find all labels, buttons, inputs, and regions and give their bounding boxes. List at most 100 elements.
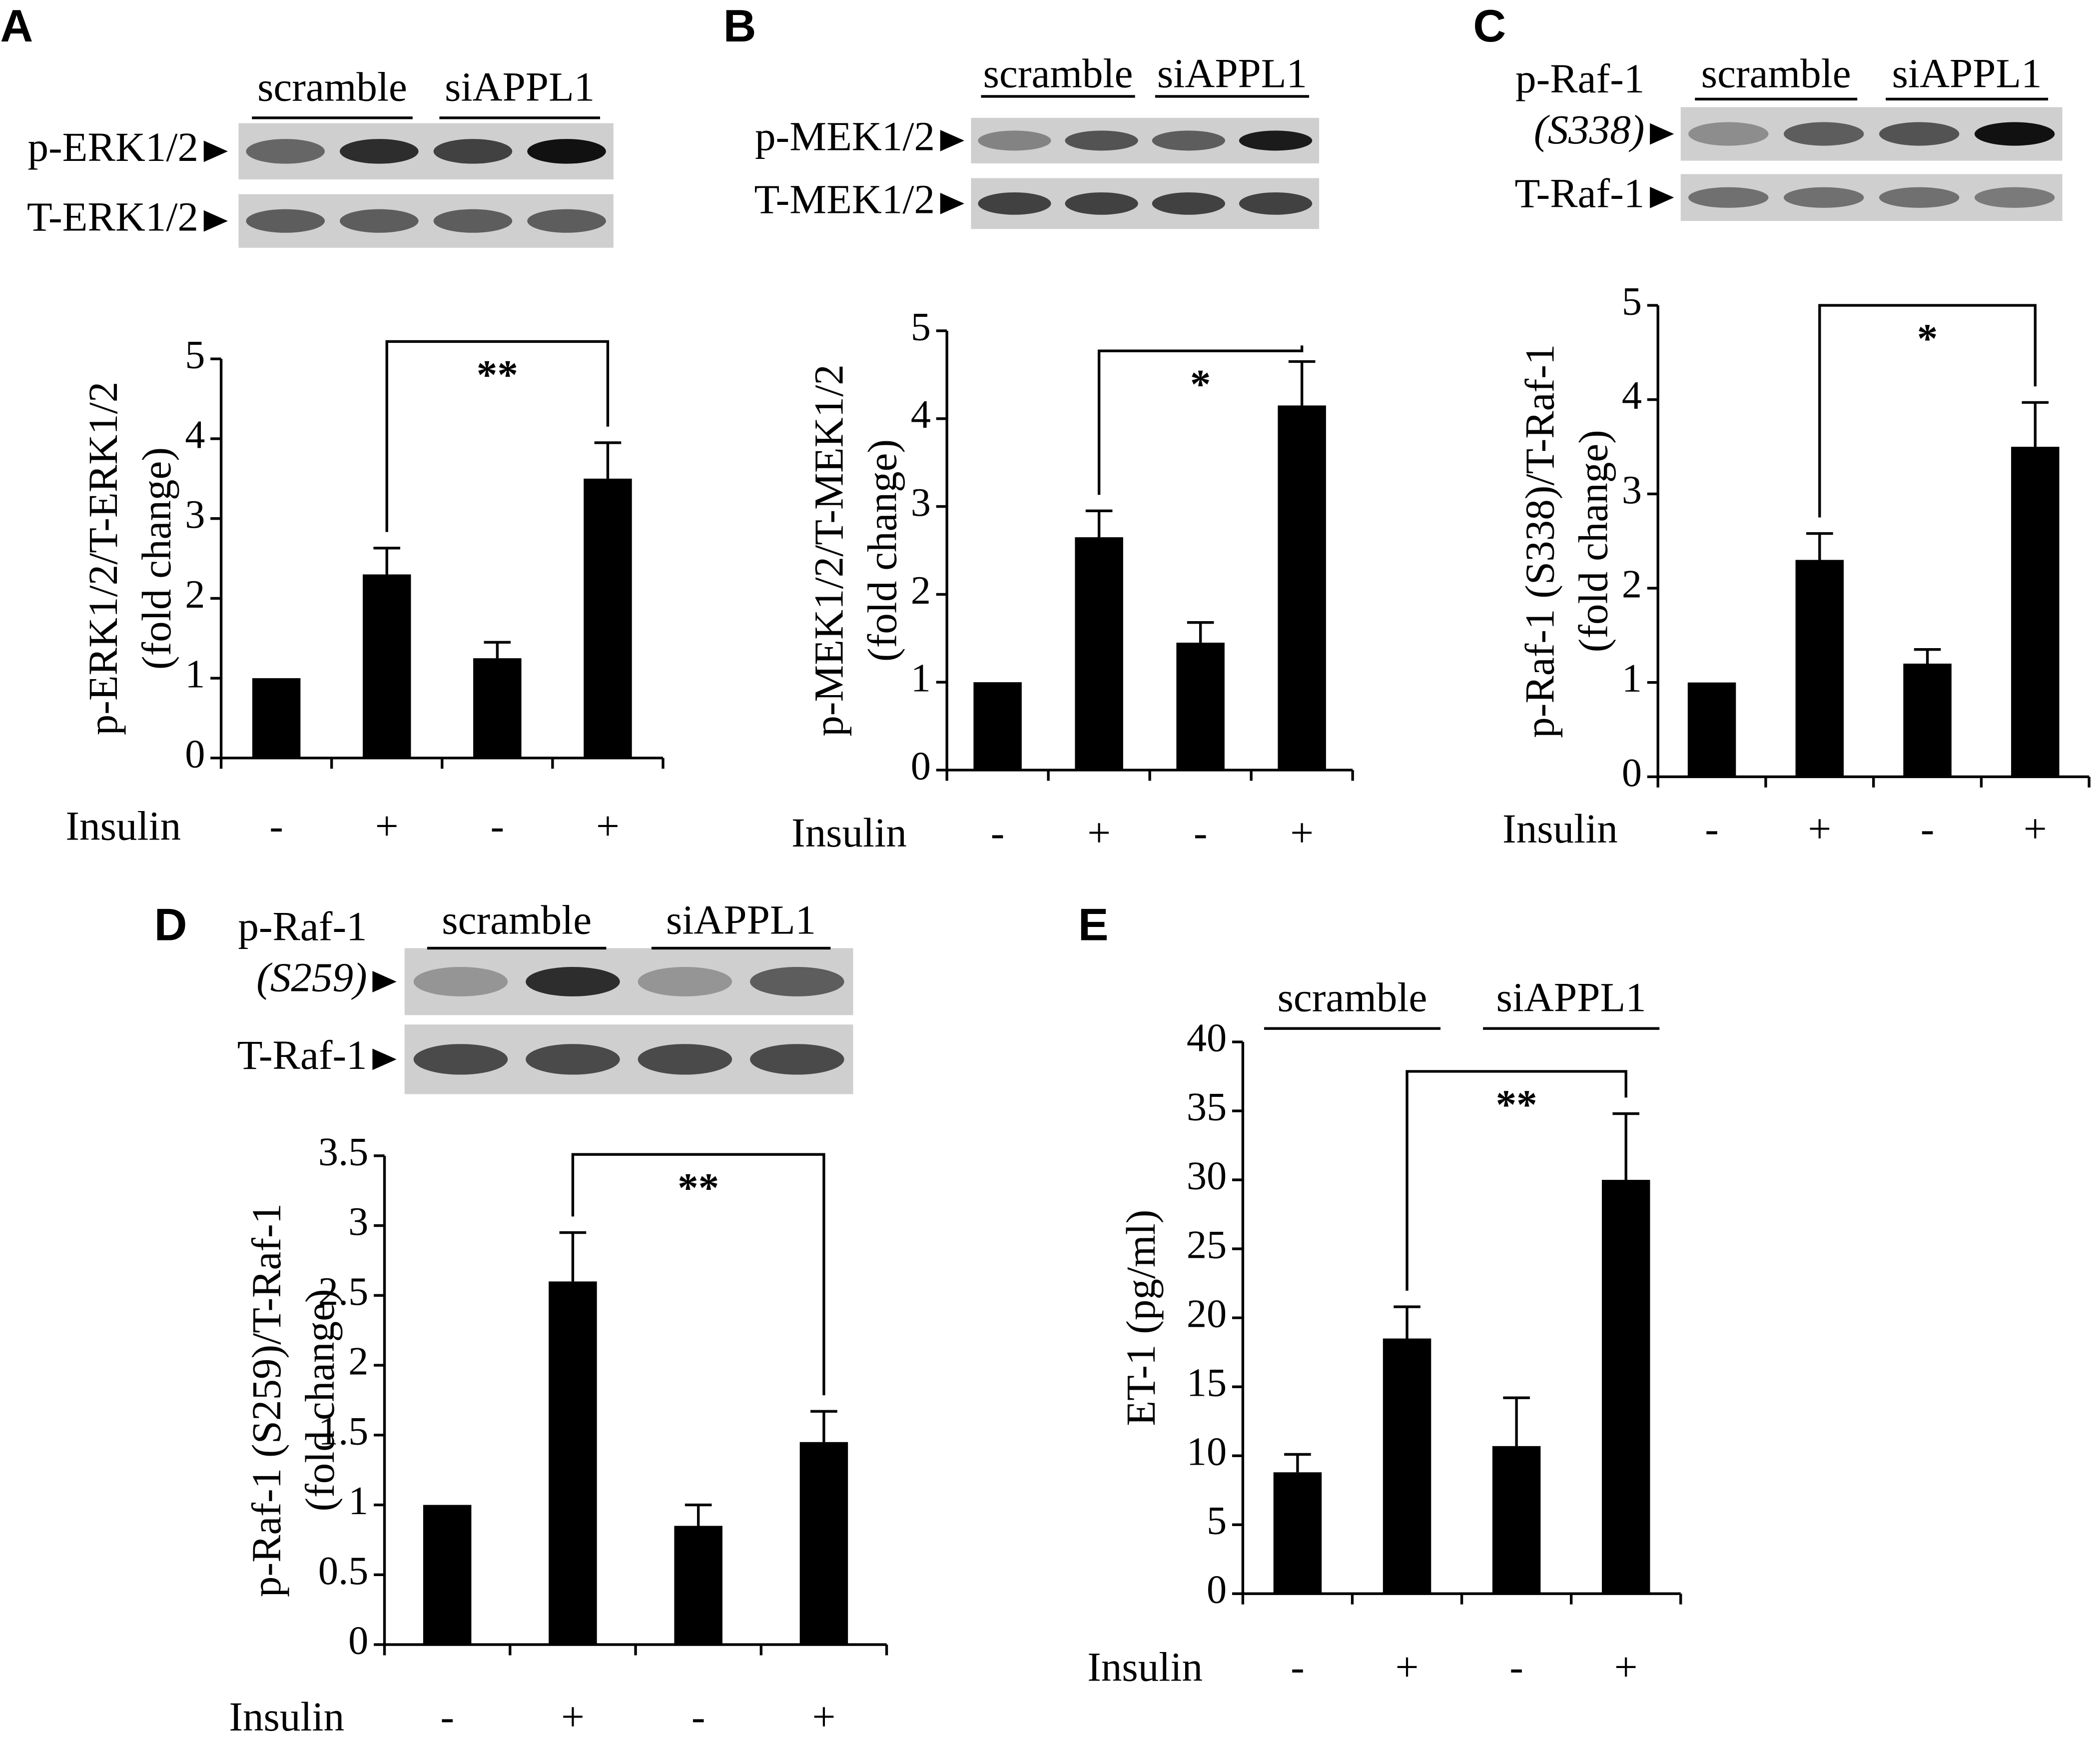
bar: [1383, 1338, 1431, 1594]
group-label: scramble: [442, 896, 592, 942]
x-tick-label: -: [1509, 1644, 1523, 1690]
blot-band: [1784, 122, 1864, 146]
y-axis-label: p-Raf-1 (S259)/T-Raf-1: [243, 1203, 289, 1597]
y-tick-label: 3.5: [318, 1129, 369, 1174]
blot-band: [246, 139, 325, 164]
y-tick-label: 0: [1207, 1568, 1227, 1612]
blot-band: [1152, 130, 1226, 151]
bar: [1903, 663, 1952, 777]
group-label: scramble: [1701, 50, 1851, 96]
y-tick-label: 10: [1187, 1430, 1227, 1474]
y-tick-label: 3: [1622, 468, 1642, 512]
blot-band: [1688, 187, 1769, 208]
y-tick-label: 1: [911, 656, 931, 701]
y-tick-label: 30: [1187, 1154, 1227, 1198]
blot-band: [1239, 130, 1313, 151]
y-axis-label: ET-1 (pg/ml): [1118, 1210, 1164, 1426]
row-arrow: [940, 192, 964, 214]
blot-band: [1688, 122, 1769, 146]
error-bar: [685, 1503, 712, 1526]
x-tick-label: -: [1705, 806, 1719, 852]
y-tick-label: 0: [185, 732, 205, 776]
blot-band: [340, 139, 419, 164]
group-label: siAPPL1: [1496, 974, 1646, 1020]
x-tick-label: +: [1614, 1644, 1638, 1690]
bar: [1601, 1180, 1650, 1594]
row-label: T-MEK1/2: [754, 176, 935, 222]
y-tick-label: 4: [185, 412, 205, 457]
row-label: T-ERK1/2: [27, 193, 198, 239]
bar: [1176, 643, 1225, 770]
y-axis-label: (fold change): [859, 439, 905, 662]
error-bar: [559, 1231, 587, 1282]
group-label: scramble: [257, 63, 407, 109]
error-bar: [1914, 648, 1941, 664]
error-bar: [1612, 1112, 1640, 1180]
bar: [362, 574, 411, 758]
y-tick-label: 5: [185, 333, 205, 377]
significance-label: *: [1190, 361, 1211, 407]
y-tick-label: 1.5: [318, 1409, 369, 1453]
x-tick-label: -: [991, 810, 1005, 856]
y-tick-label: 2: [185, 572, 205, 617]
blot-band: [750, 1044, 844, 1075]
x-tick-label: -: [692, 1694, 705, 1740]
blot-band: [750, 966, 844, 996]
error-bar: [1394, 1305, 1420, 1339]
blot-band: [1879, 187, 1960, 208]
blot-band: [638, 966, 732, 996]
blot-band: [1974, 122, 2055, 146]
row-arrow: [940, 129, 964, 151]
error-bar: [1806, 532, 1833, 560]
bar: [2011, 447, 2060, 777]
bar: [1278, 405, 1326, 770]
x-axis-label: Insulin: [1087, 1644, 1203, 1690]
x-tick-label: +: [596, 803, 620, 849]
bar: [799, 1442, 848, 1645]
y-tick-label: 35: [1187, 1085, 1227, 1129]
row-arrow: [372, 971, 397, 992]
y-tick-label: 0.5: [318, 1549, 369, 1593]
bar: [252, 678, 301, 758]
y-tick-label: 2: [1622, 562, 1642, 607]
row-arrow: [1650, 186, 1674, 208]
panel-letter: C: [1473, 1, 1506, 51]
row-arrow: [1650, 123, 1674, 145]
significance-bracket: [571, 1153, 825, 1396]
error-bar: [1503, 1396, 1530, 1446]
blot-band: [433, 209, 513, 233]
y-tick-label: 2.5: [318, 1269, 369, 1314]
error-bar: [1187, 621, 1214, 643]
y-tick-label: 1: [1622, 656, 1642, 701]
blot-band: [527, 139, 606, 164]
error-bar: [373, 547, 401, 575]
group-label: scramble: [983, 50, 1133, 96]
panel-letter: D: [154, 899, 187, 950]
x-axis-label: Insulin: [1502, 806, 1618, 852]
error-bar: [1288, 360, 1316, 406]
group-label: siAPPL1: [1157, 50, 1307, 96]
group-label: siAPPL1: [445, 63, 595, 109]
x-tick-label: -: [1194, 810, 1208, 856]
blot-band: [527, 209, 606, 233]
x-tick-label: -: [440, 1694, 454, 1740]
x-tick-label: +: [1087, 810, 1111, 856]
bar: [1492, 1446, 1541, 1594]
x-tick-label: +: [1808, 806, 1831, 852]
blot-band: [638, 1044, 732, 1075]
y-tick-label: 0: [1622, 751, 1642, 795]
x-axis-label: Insulin: [791, 810, 907, 856]
y-tick-label: 1: [185, 652, 205, 697]
row-label: p-ERK1/2: [27, 124, 198, 170]
significance-bracket: [1405, 1070, 1627, 1291]
blot-band: [413, 966, 508, 996]
bar: [1795, 560, 1844, 777]
group-label: siAPPL1: [666, 896, 816, 942]
blot-band: [1065, 130, 1138, 151]
group-label: scramble: [1278, 974, 1427, 1020]
blot-band: [1152, 192, 1226, 215]
y-tick-label: 3: [911, 480, 931, 525]
row-sublabel: (S259): [256, 954, 367, 1000]
x-tick-label: +: [812, 1694, 835, 1740]
x-axis-label: Insulin: [229, 1694, 344, 1740]
